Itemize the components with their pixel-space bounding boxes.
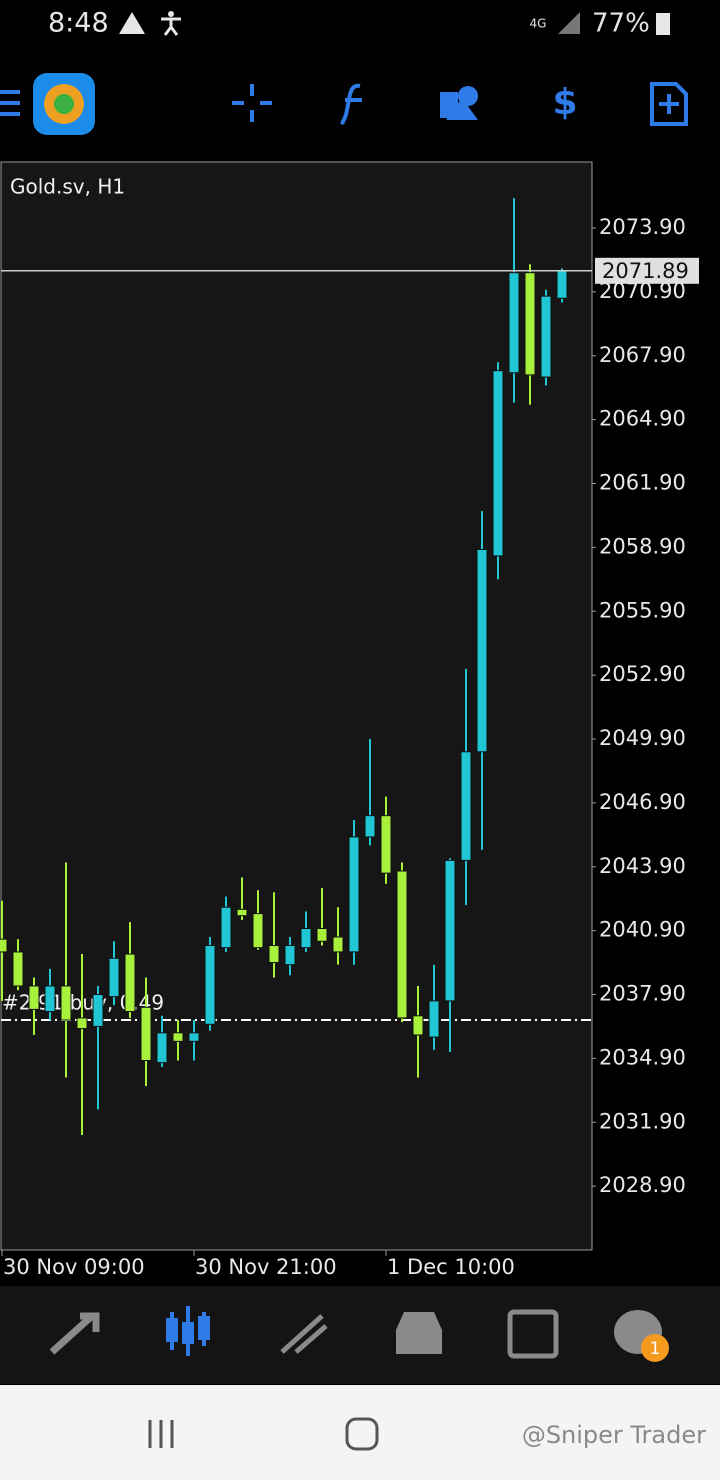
x-tick-label: 30 Nov 09:00 bbox=[3, 1255, 145, 1279]
candle-body bbox=[0, 938, 8, 953]
y-tick-label: 2037.90 bbox=[599, 982, 686, 1006]
network-type: 4G bbox=[530, 17, 547, 31]
candle-body bbox=[124, 953, 136, 1013]
accessibility-icon bbox=[161, 17, 181, 36]
y-tick-label: 2028.90 bbox=[599, 1173, 686, 1197]
candle-body bbox=[396, 870, 408, 1019]
y-tick-label: 2073.90 bbox=[599, 215, 686, 239]
candle-body bbox=[412, 1015, 424, 1036]
chart-title: Gold.sv, H1 bbox=[10, 175, 125, 199]
y-tick-label: 2058.90 bbox=[599, 534, 686, 558]
candle-body bbox=[300, 927, 312, 949]
new-order-button[interactable] bbox=[650, 82, 688, 126]
accessibility-icon bbox=[168, 11, 174, 17]
candle-body bbox=[220, 906, 232, 949]
badge bbox=[641, 1334, 669, 1362]
candle-body bbox=[556, 270, 568, 299]
candle-body bbox=[188, 1032, 200, 1042]
candle-body bbox=[524, 272, 536, 376]
y-tick-label: 2034.90 bbox=[599, 1045, 686, 1069]
candle-body bbox=[12, 951, 24, 987]
history-tab[interactable] bbox=[396, 1312, 442, 1354]
chart-tab bbox=[198, 1316, 210, 1340]
candle-body bbox=[204, 945, 216, 1025]
position-label: #2 91 buy, 0.49 bbox=[2, 991, 164, 1015]
y-tick-label: 2031.90 bbox=[599, 1109, 686, 1133]
quotes-tab[interactable] bbox=[49, 1312, 100, 1355]
bid-label: 2071.89 bbox=[602, 259, 689, 283]
nav-bar bbox=[0, 1385, 720, 1480]
battery-level: 77% bbox=[592, 9, 650, 39]
watermark: @Sniper Trader bbox=[522, 1421, 706, 1449]
x-tick-label: 1 Dec 10:00 bbox=[387, 1255, 515, 1279]
alert-icon bbox=[119, 12, 145, 34]
candle-body bbox=[444, 859, 456, 1002]
recents-button[interactable] bbox=[148, 1420, 174, 1448]
y-tick-label: 2040.90 bbox=[599, 918, 686, 942]
candle-body bbox=[236, 908, 248, 917]
candle-body bbox=[380, 815, 392, 874]
objects-button bbox=[458, 86, 478, 106]
candle-body bbox=[252, 913, 264, 949]
candle-body bbox=[508, 272, 520, 374]
menu-button[interactable] bbox=[0, 90, 20, 116]
y-tick-label: 2052.90 bbox=[599, 662, 686, 686]
battery-icon bbox=[656, 13, 670, 35]
candle-body bbox=[268, 945, 280, 964]
candle-body bbox=[284, 945, 296, 966]
candle-body bbox=[428, 1000, 440, 1038]
candle-body bbox=[140, 1006, 152, 1062]
y-tick-label: 2046.90 bbox=[599, 790, 686, 814]
signal-icon bbox=[558, 12, 580, 34]
candle-body bbox=[92, 994, 104, 1027]
news-tab[interactable] bbox=[507, 1309, 559, 1359]
candle-body bbox=[108, 957, 120, 998]
candle-body bbox=[460, 751, 472, 861]
y-tick-label: 2061.90 bbox=[599, 471, 686, 495]
tab-bar bbox=[0, 1286, 720, 1384]
y-tick-label: 2049.90 bbox=[599, 726, 686, 750]
trade-button[interactable]: $ bbox=[552, 82, 577, 123]
candle-body bbox=[28, 985, 40, 1010]
chart-area[interactable] bbox=[0, 161, 593, 1251]
objects-button[interactable] bbox=[440, 92, 478, 120]
candle-body bbox=[156, 1032, 168, 1064]
bid-label-box bbox=[595, 257, 699, 284]
candle-body bbox=[44, 985, 56, 1013]
y-tick-label: 2055.90 bbox=[599, 598, 686, 622]
badge-count: 1 bbox=[650, 1339, 661, 1359]
candle-body bbox=[60, 985, 72, 1021]
candle-body bbox=[332, 936, 344, 953]
app-logo bbox=[54, 94, 74, 114]
home-button[interactable] bbox=[345, 1417, 379, 1451]
candle-body bbox=[348, 836, 360, 953]
candle-body bbox=[76, 1017, 88, 1030]
y-tick-label: 2043.90 bbox=[599, 854, 686, 878]
crosshair-button[interactable] bbox=[232, 84, 272, 122]
candle-body bbox=[540, 295, 552, 378]
candle-body bbox=[316, 927, 328, 942]
candle-body bbox=[172, 1032, 184, 1042]
candle-body bbox=[476, 549, 488, 753]
candle-body bbox=[364, 815, 376, 838]
y-tick-label: 2064.90 bbox=[599, 407, 686, 431]
chart-tab bbox=[182, 1322, 194, 1344]
y-tick-label: 2067.90 bbox=[599, 343, 686, 367]
chart-tab bbox=[166, 1318, 178, 1342]
clock: 8:48 bbox=[48, 8, 109, 39]
trade-tab[interactable] bbox=[280, 1314, 328, 1354]
indicators-button[interactable] bbox=[340, 83, 362, 125]
candle-body bbox=[492, 370, 504, 557]
x-tick-label: 30 Nov 21:00 bbox=[195, 1255, 337, 1279]
